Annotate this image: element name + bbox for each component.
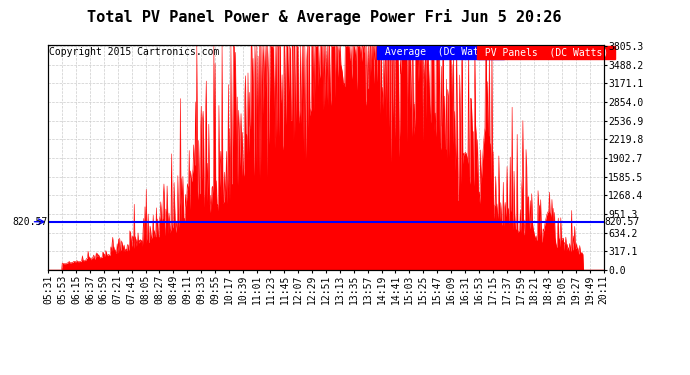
Text: Average  (DC Watts): Average (DC Watts) [379,47,502,57]
Text: PV Panels  (DC Watts): PV Panels (DC Watts) [479,47,614,57]
Text: Total PV Panel Power & Average Power Fri Jun 5 20:26: Total PV Panel Power & Average Power Fri… [87,9,562,26]
Text: 820.57: 820.57 [12,217,48,227]
Text: Copyright 2015 Cartronics.com: Copyright 2015 Cartronics.com [49,47,219,57]
Text: 820.57: 820.57 [604,217,640,227]
